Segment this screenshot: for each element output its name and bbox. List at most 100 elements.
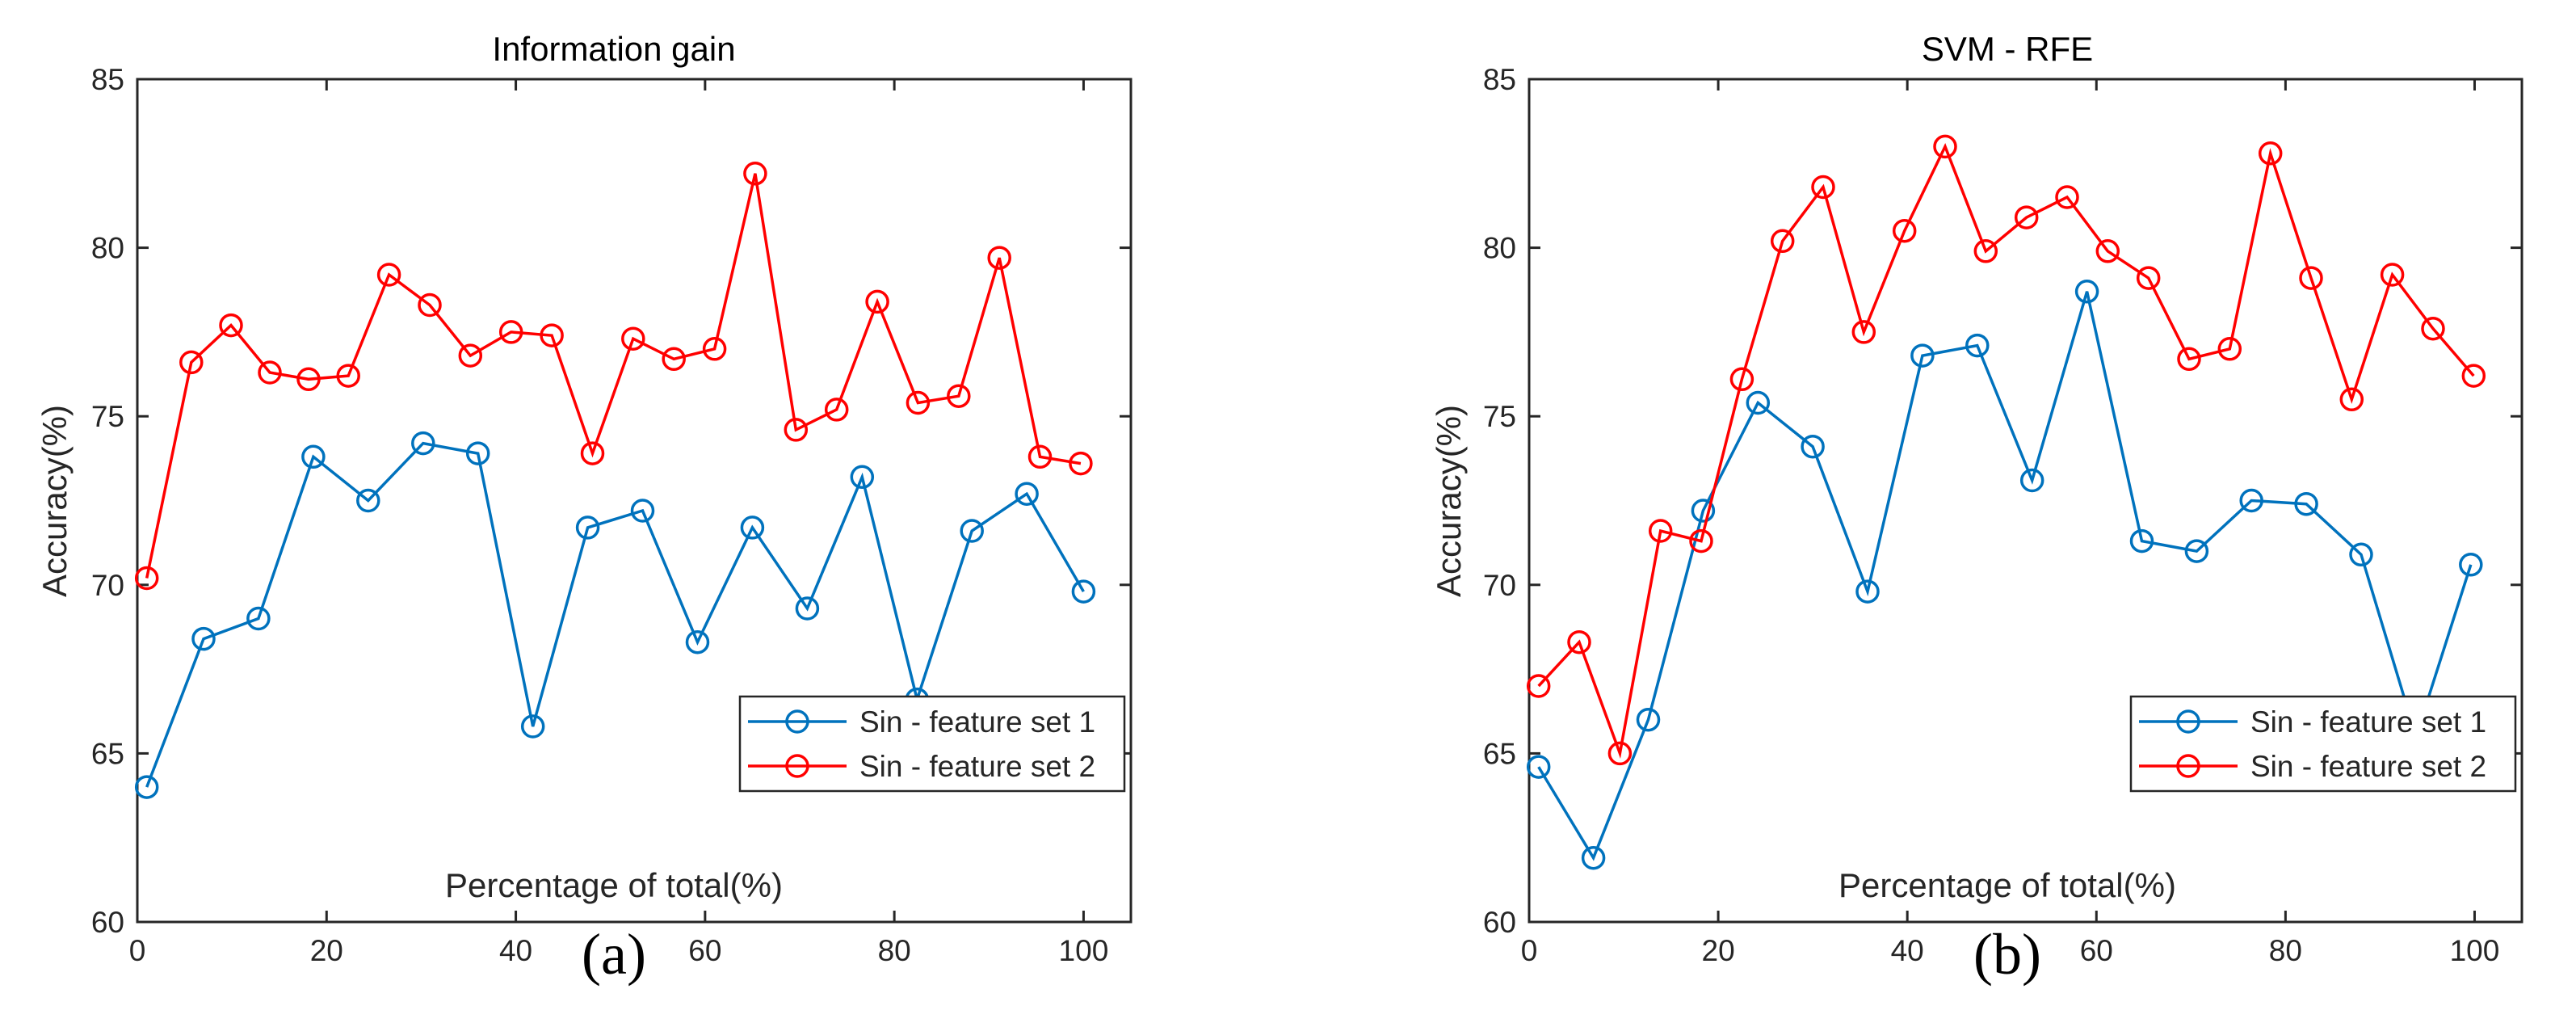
x-tick-label: 40: [499, 934, 532, 967]
y-axis-label: Accuracy(%): [1430, 405, 1468, 597]
data-point-series-1: [465, 441, 490, 465]
data-point-series-1: [740, 516, 765, 540]
data-point-series-2: [662, 347, 686, 372]
data-point-series-2: [2258, 141, 2283, 166]
data-point-series-2: [2339, 387, 2364, 412]
data-point-series-1: [2294, 491, 2318, 516]
data-point-series-2: [1892, 218, 1917, 243]
legend: Sin - feature set 1 Sin - feature set 2: [2129, 695, 2517, 793]
legend-label-series-1: Sin - feature set 1: [2250, 705, 2486, 739]
data-point-series-2: [1567, 629, 1591, 655]
data-point-series-1: [411, 431, 435, 456]
axes-frame: [136, 78, 1133, 924]
data-point-series-2: [702, 337, 727, 361]
axis-ticks: 0 20 40 60 80 100 60 65 70 75 80 85: [1483, 63, 2522, 967]
data-point-series-2: [1648, 519, 1673, 543]
x-tick-label: 40: [1891, 934, 1924, 967]
data-point-series-1: [1581, 845, 1606, 870]
axis-ticks: 0 20 40 60 80 100 60 65 70 75 80 85: [91, 63, 1131, 967]
series-line-1: [1537, 291, 2473, 861]
data-point-series-1: [356, 488, 380, 513]
data-point-series-1: [134, 775, 159, 799]
data-point-series-1: [1746, 390, 1771, 415]
y-tick-label: 65: [1483, 737, 1516, 770]
legend-marker-series-2: [2176, 754, 2200, 778]
data-point-series-1: [1015, 482, 1039, 506]
data-point-series-2: [458, 343, 483, 368]
data-point-series-2: [179, 350, 204, 375]
legend-marker-series-1: [2176, 709, 2200, 734]
data-point-series-2: [2014, 205, 2039, 229]
series-line-1: [145, 441, 1085, 788]
chart-title: Information gain: [492, 30, 735, 68]
data-point-series-2: [498, 320, 523, 344]
x-axis-label: Percentage of total(%): [445, 866, 783, 904]
series-line-2: [1537, 143, 2475, 760]
data-point-series-1: [520, 714, 545, 739]
data-point-series-1: [2129, 528, 2154, 553]
x-tick-label: 80: [878, 934, 911, 967]
data-point-series-2: [2380, 263, 2405, 287]
data-point-series-1: [191, 626, 216, 651]
plot-area: [1526, 134, 2486, 870]
y-tick-label: 80: [1483, 232, 1516, 265]
data-point-series-1: [685, 629, 710, 655]
data-point-series-2: [1933, 134, 1957, 159]
data-point-series-2: [906, 390, 931, 415]
plot-area: [134, 162, 1096, 799]
data-point-series-2: [376, 263, 401, 287]
data-point-series-2: [336, 364, 360, 388]
data-point-series-2: [2217, 337, 2242, 361]
x-tick-label: 80: [2269, 934, 2302, 967]
data-point-series-2: [1526, 674, 1551, 698]
x-axis-label: Percentage of total(%): [1838, 866, 2176, 904]
data-point-series-1: [2459, 553, 2483, 577]
data-point-series-2: [2299, 266, 2323, 290]
data-point-series-2: [219, 313, 243, 338]
data-point-series-1: [795, 596, 820, 621]
data-point-series-1: [1910, 343, 1935, 368]
x-tick-label: 100: [1059, 934, 1109, 967]
data-point-series-2: [1069, 451, 1093, 476]
x-tick-label: 0: [129, 934, 146, 967]
y-tick-label: 85: [91, 63, 124, 96]
data-point-series-1: [1691, 499, 1716, 523]
legend-entry-series-2: Sin - feature set 2: [2139, 750, 2486, 783]
legend-entry-series-2: Sin - feature set 2: [748, 750, 1095, 783]
data-point-series-1: [1636, 707, 1661, 732]
data-point-series-2: [824, 398, 849, 422]
y-tick-label: 60: [1483, 906, 1516, 939]
series-line-2: [145, 173, 1082, 579]
data-point-series-1: [246, 606, 271, 631]
x-tick-label: 20: [310, 934, 343, 967]
y-tick-label: 75: [1483, 400, 1516, 433]
data-point-series-1: [2239, 488, 2263, 513]
data-point-series-2: [1811, 175, 1835, 200]
y-tick-label: 65: [91, 737, 124, 770]
y-tick-label: 60: [91, 906, 124, 939]
data-point-series-2: [987, 246, 1011, 270]
data-point-series-1: [2349, 542, 2373, 567]
data-point-series-2: [865, 289, 889, 314]
data-point-series-2: [1027, 444, 1053, 469]
data-point-series-2: [2095, 239, 2120, 263]
data-point-series-1: [301, 444, 326, 469]
data-point-series-2: [580, 441, 605, 465]
data-point-series-2: [2055, 185, 2079, 209]
chart-title: SVM - RFE: [1922, 30, 2093, 68]
data-point-series-1: [1801, 434, 1825, 459]
data-point-series-2: [1729, 367, 1754, 392]
axes-frame: [1528, 78, 2523, 924]
y-tick-label: 70: [1483, 569, 1516, 602]
data-point-series-1: [630, 499, 655, 523]
data-point-series-1: [1526, 755, 1551, 779]
x-tick-label: 100: [2450, 934, 2500, 967]
data-point-series-1: [1965, 333, 1990, 358]
chart-panel-a: Information gain Percentage of total(%) …: [36, 30, 1133, 987]
legend-entry-series-1: Sin - feature set 1: [748, 705, 1095, 739]
data-point-series-2: [540, 323, 564, 347]
panel-label: (b): [1973, 922, 2041, 987]
x-tick-label: 0: [1521, 934, 1538, 967]
data-point-series-2: [2136, 266, 2161, 290]
